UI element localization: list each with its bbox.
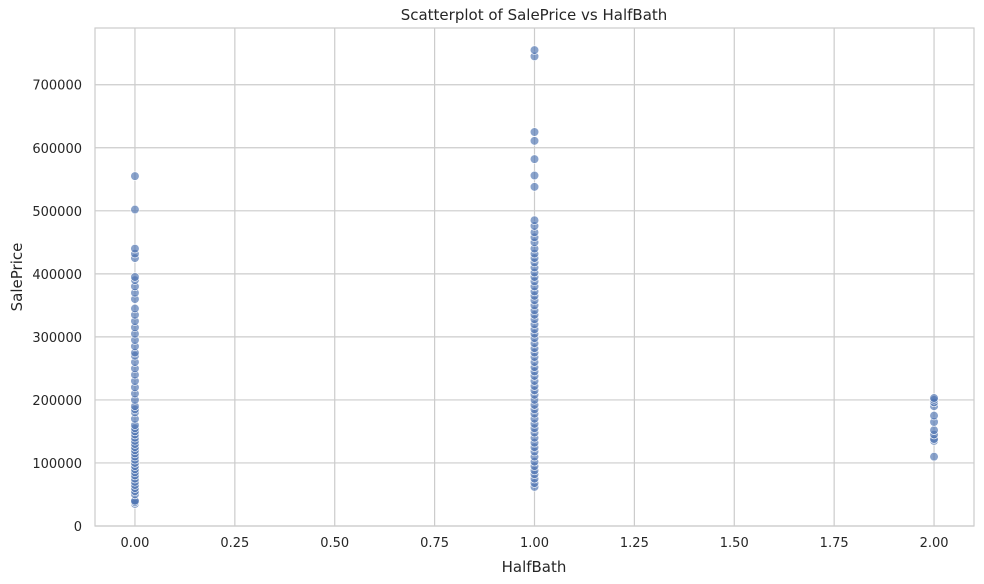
y-tick-label: 200000 <box>32 394 82 409</box>
y-tick-label: 100000 <box>32 457 82 472</box>
scatter-point <box>130 204 140 215</box>
x-tick-label: 0.25 <box>220 536 249 551</box>
y-tick-label: 400000 <box>32 268 82 283</box>
data-points <box>130 45 939 509</box>
scatter-point <box>130 272 140 282</box>
y-axis-label: SalePrice <box>8 243 26 312</box>
x-tick-label: 1.50 <box>720 536 749 551</box>
x-tick-label: 0.50 <box>320 536 349 551</box>
scatter-point <box>529 45 540 55</box>
scatter-point <box>529 170 540 181</box>
scatter-point <box>529 154 540 164</box>
y-tick-labels: 0 100000 200000 300000 400000 500000 600000 700… <box>32 79 82 535</box>
x-axis-label: HalfBath <box>502 558 567 576</box>
x-tick-label: 1.00 <box>520 536 549 551</box>
scatter-point <box>130 244 140 254</box>
x-tick-label: 2.00 <box>920 536 949 551</box>
scatter-point <box>929 411 939 421</box>
scatter-point <box>529 215 540 225</box>
scatter-point <box>529 127 540 137</box>
scatter-point <box>529 136 540 146</box>
chart-title: Scatterplot of SalePrice vs HalfBath <box>401 6 668 24</box>
scatter-point <box>929 452 939 462</box>
y-tick-label: 0 <box>74 520 82 535</box>
scatter-point <box>130 303 140 314</box>
scatter-point <box>130 171 140 181</box>
y-tick-label: 700000 <box>32 79 82 94</box>
scatter-point <box>929 393 939 403</box>
scatter-point <box>529 182 540 192</box>
x-tick-labels: 0.00 0.25 0.50 0.75 1.00 1.25 1.50 1.75 2.00 <box>120 536 948 551</box>
x-tick-label: 0.75 <box>420 536 449 551</box>
y-tick-label: 300000 <box>32 331 82 346</box>
y-tick-label: 500000 <box>32 205 82 220</box>
x-tick-label: 1.25 <box>620 536 649 551</box>
x-tick-label: 1.75 <box>820 536 849 551</box>
y-tick-label: 600000 <box>32 142 82 157</box>
scatter-point <box>929 425 939 435</box>
x-tick-label: 0.00 <box>120 536 149 551</box>
plot-frame <box>94 27 975 527</box>
